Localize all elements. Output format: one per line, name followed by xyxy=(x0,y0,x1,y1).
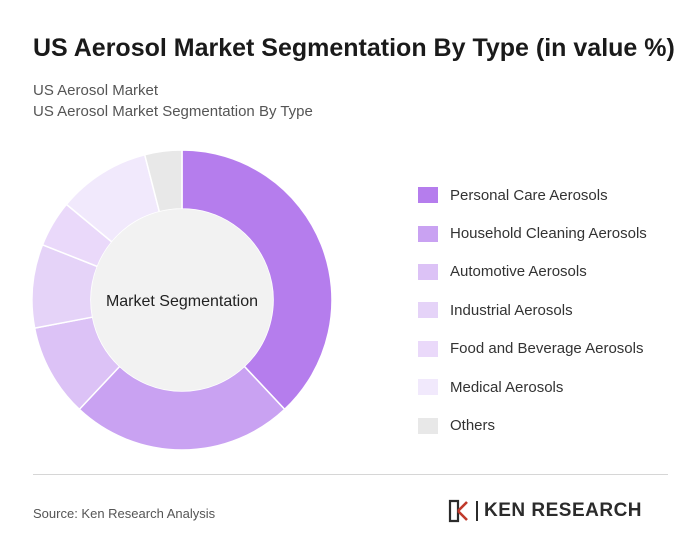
legend-item: Others xyxy=(418,406,647,444)
legend-label: Medical Aerosols xyxy=(450,378,564,396)
legend-item: Medical Aerosols xyxy=(418,368,647,406)
legend-label: Industrial Aerosols xyxy=(450,301,573,319)
legend-swatch xyxy=(418,302,438,319)
logo-separator xyxy=(476,501,478,521)
legend-label: Food and Beverage Aerosols xyxy=(450,340,644,358)
legend-item: Household Cleaning Aerosols xyxy=(418,214,647,252)
donut-hole xyxy=(91,209,273,391)
legend-swatch xyxy=(418,417,438,434)
chart-subtitle-market: US Aerosol Market xyxy=(33,82,159,99)
legend-label: Automotive Aerosols xyxy=(450,263,587,281)
donut-center-label: Market Segmentation xyxy=(106,293,258,310)
legend-label: Personal Care Aerosols xyxy=(450,186,608,204)
legend-swatch xyxy=(418,379,438,396)
source-note: Source: Ken Research Analysis xyxy=(33,506,216,521)
legend-label: Others xyxy=(450,417,496,435)
footer-divider xyxy=(33,474,668,475)
legend-item: Personal Care Aerosols xyxy=(418,176,647,214)
legend-swatch xyxy=(418,263,438,280)
chart-subtitle-segmentation: US Aerosol Market Segmentation By Type xyxy=(33,103,313,120)
legend-swatch xyxy=(418,340,438,357)
legend-item: Industrial Aerosols xyxy=(418,291,647,329)
ken-research-logo: KEN RESEARCH xyxy=(448,499,642,523)
legend-swatch xyxy=(418,225,438,242)
ken-research-logo-mark xyxy=(448,499,468,523)
legend-item: Automotive Aerosols xyxy=(418,253,647,291)
chart-title: US Aerosol Market Segmentation By Type (… xyxy=(33,34,675,62)
legend-swatch xyxy=(418,187,438,204)
legend-label: Household Cleaning Aerosols xyxy=(450,225,647,243)
logo-wordmark: KEN RESEARCH xyxy=(484,500,643,521)
legend-item: Food and Beverage Aerosols xyxy=(418,330,647,368)
chart-legend: Personal Care Aerosols Household Cleaning… xyxy=(418,176,647,445)
